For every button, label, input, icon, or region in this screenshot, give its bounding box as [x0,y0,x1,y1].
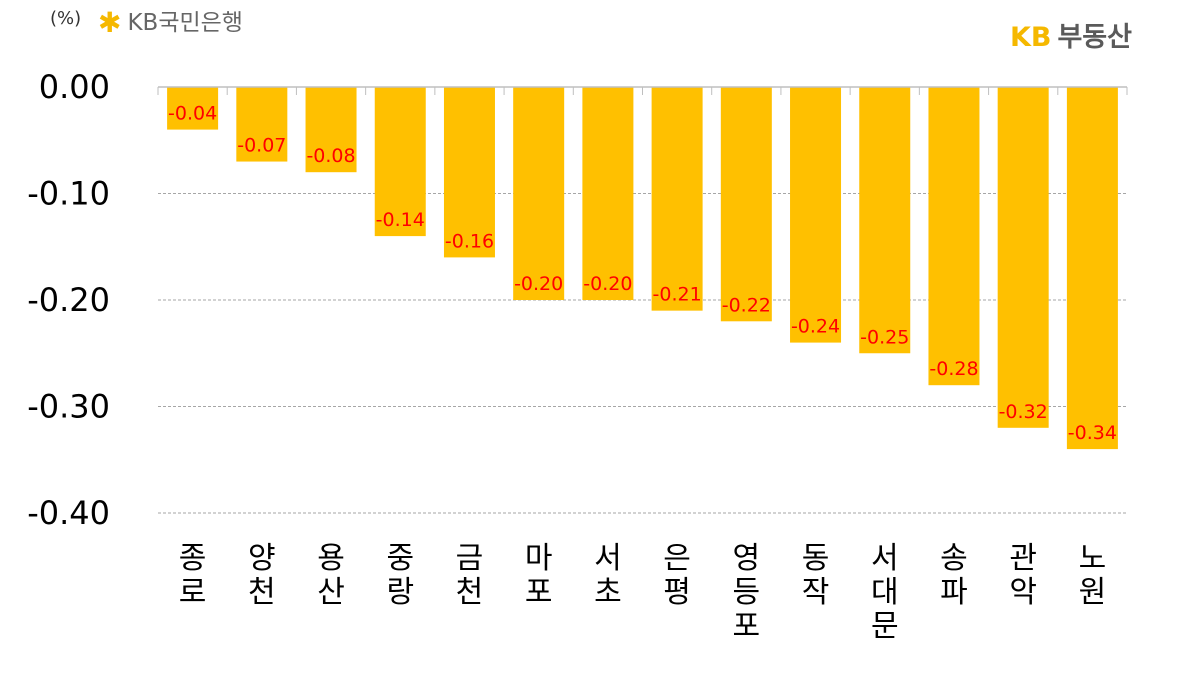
kb-real-estate-logo: KB 부동산 [1010,20,1132,56]
kb-star-icon: ✱ [98,6,122,39]
bar [582,87,634,300]
value-label: -0.14 [376,209,425,231]
bar [443,87,495,258]
bar [651,87,703,311]
value-label: -0.28 [929,358,978,380]
value-labels: -0.04 -0.07 -0.08 -0.14 -0.16 -0.20 -0.20 -0.21… [168,103,1117,445]
value-label: -0.24 [791,316,840,338]
value-label: -0.07 [237,135,286,157]
y-tick-label: -0.40 [27,494,110,532]
bar [997,87,1049,428]
y-tick-label: -0.30 [27,388,110,426]
value-label: -0.22 [722,294,771,316]
y-tick-label: 0.00 [39,68,110,106]
bar [513,87,565,300]
bar [236,87,288,162]
bar [928,87,980,386]
y-axis-tick-labels: 0.00 -0.10 -0.20 -0.30 -0.40 [27,68,110,532]
kb-kookmin-bank-logo: ✱ KB국민은행 [98,8,243,38]
x-axis [157,86,1128,95]
bar [305,87,357,173]
bar [859,87,911,354]
kb-kookmin-bank-text: KB국민은행 [127,10,243,36]
value-label: -0.25 [860,326,909,348]
y-tick-label: -0.20 [27,281,110,319]
category-labels: 종 로 양 천 용 산 중 랑 금 천 마 포 서 초 은 평 영 등 포 동 작 서 대 문 송 파 관 악 노 원 [179,541,1106,644]
value-label: -0.34 [1068,422,1117,444]
value-label: -0.16 [445,230,494,252]
value-label: -0.32 [999,401,1048,423]
kb-real-estate-kb: KB [1009,22,1052,53]
bar [790,87,842,343]
unit-label: (%) [50,8,82,29]
value-label: -0.08 [306,145,355,167]
bars [167,87,1118,450]
gridlines [158,193,1127,514]
y-tick-label: -0.10 [27,175,110,213]
value-label: -0.20 [514,273,563,295]
bar [167,87,219,130]
value-label: -0.20 [583,273,632,295]
bar [374,87,426,237]
value-label: -0.04 [168,103,217,125]
kb-real-estate-name: 부동산 [1057,22,1132,53]
bar [1066,87,1118,450]
bar [720,87,772,322]
value-label: -0.21 [653,284,702,306]
